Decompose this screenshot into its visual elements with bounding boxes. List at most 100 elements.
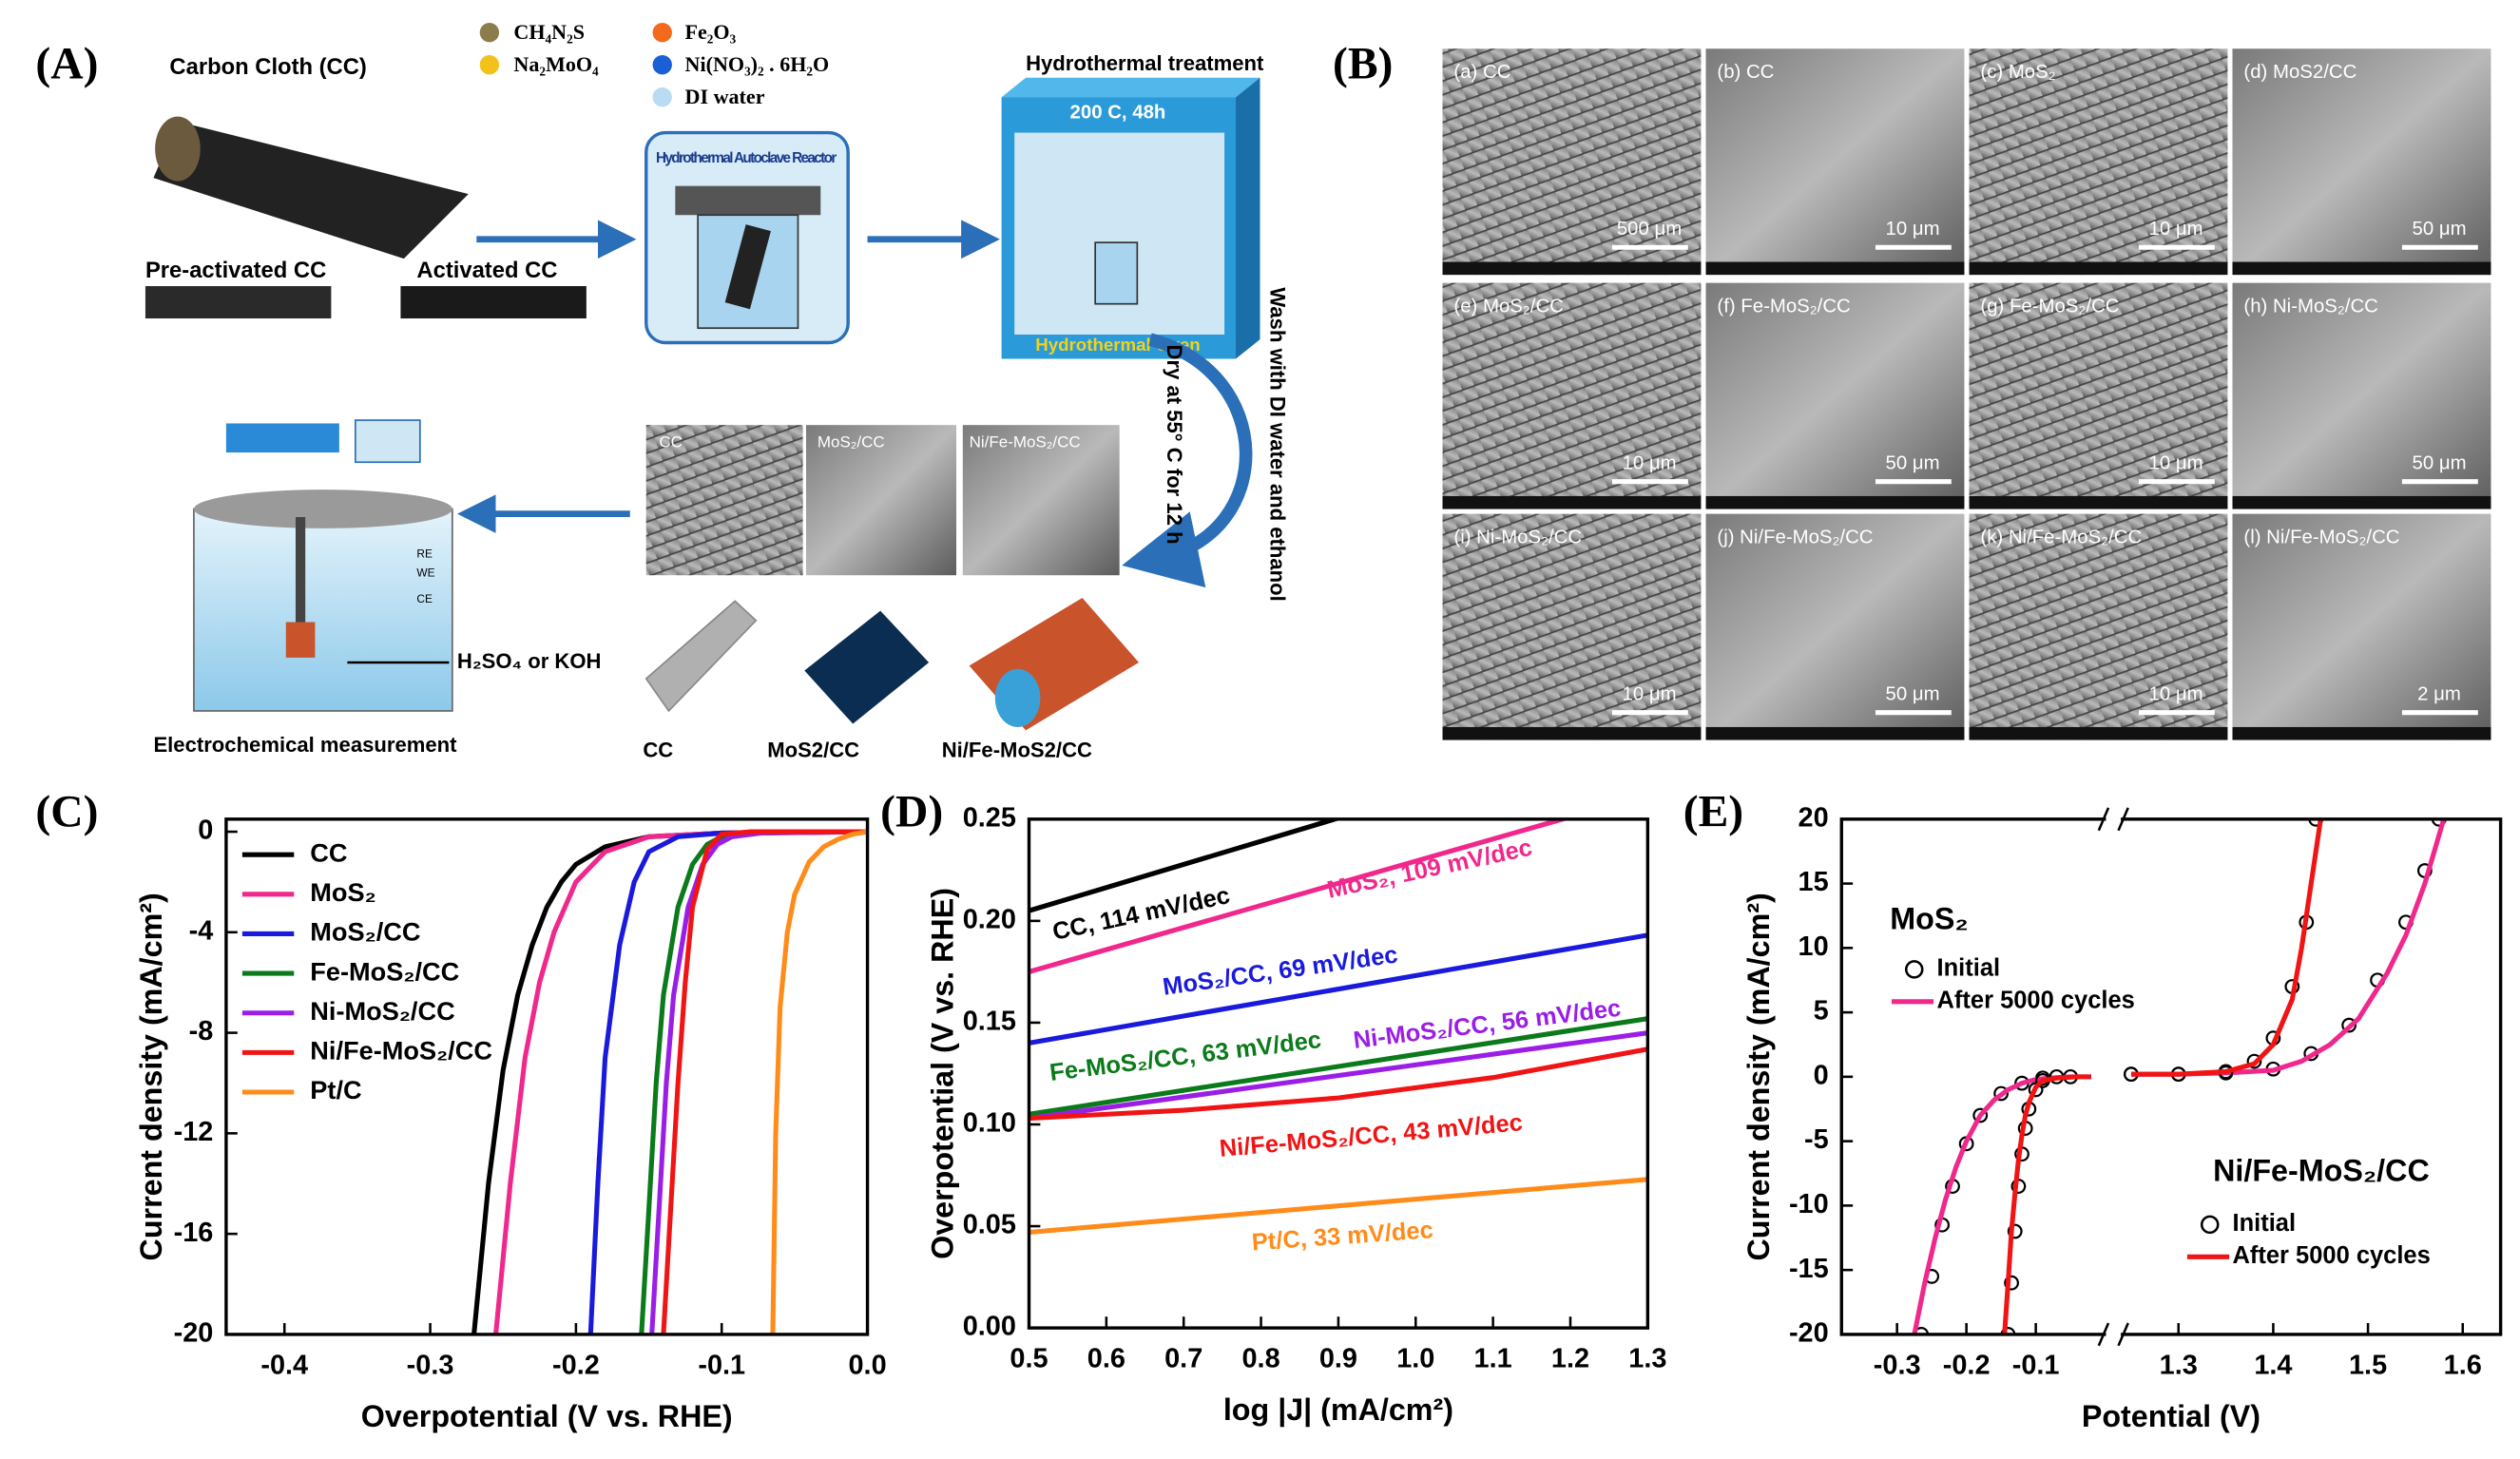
- sem-label: (g) Fe-MoS₂/CC: [1980, 297, 2119, 317]
- panel-label: (E): [1683, 787, 1743, 836]
- dot: [479, 23, 500, 43]
- sem-label: CC: [659, 432, 683, 451]
- sem-label: (j) Ni/Fe-MoS₂/CC: [1717, 528, 1873, 548]
- label: Carbon Cloth (CC): [169, 54, 366, 80]
- sem-label: Ni/Fe-MoS₂/CC: [970, 432, 1081, 451]
- sem-footer: [1442, 495, 1702, 509]
- legend-label: CC: [310, 837, 347, 867]
- point: [2431, 818, 2447, 827]
- y-tick-label: 15: [1799, 867, 1829, 897]
- x-tick-label: 0.8: [1241, 1344, 1279, 1374]
- y-axis-label: Overpotential (V vs. RHE): [926, 888, 960, 1259]
- y-tick-label: 0.10: [963, 1108, 1016, 1139]
- x-tick-label: 0.0: [848, 1351, 886, 1381]
- line: [770, 829, 868, 1334]
- oven-condition: 200 C, 48h: [1070, 103, 1166, 124]
- line: [649, 829, 868, 1334]
- label: Hydrothermal treatment: [1026, 51, 1264, 75]
- y-tick-label: 20: [1799, 802, 1829, 833]
- scale-label: 50 μm: [1886, 452, 1940, 473]
- x-tick-label: 1.3: [2160, 1351, 2198, 1381]
- x-tick-label: -0.1: [2012, 1351, 2060, 1381]
- legend-label: MoS₂/CC: [310, 917, 420, 947]
- roll: [155, 116, 201, 182]
- line: [492, 829, 868, 1334]
- cloth: [153, 121, 469, 259]
- legend-label: Pt/C: [310, 1075, 361, 1104]
- line-annotation: MoS₂, 109 mV/dec: [1325, 835, 1535, 904]
- electrode-label: CE: [416, 592, 433, 605]
- beaker-lid: [193, 490, 452, 528]
- y-tick-label: 0.00: [963, 1312, 1016, 1342]
- x-tick-label: -0.3: [407, 1351, 454, 1381]
- line: [2002, 818, 2323, 1334]
- label: Activated CC: [416, 258, 557, 283]
- scale-label: 500 μm: [1617, 219, 1682, 240]
- electrode-label: WE: [416, 566, 434, 580]
- sem-footer: [2232, 726, 2491, 740]
- dot: [652, 23, 672, 43]
- break-mark: [2097, 1322, 2110, 1347]
- vessel: [1094, 241, 1139, 305]
- legend-label: After 5000 cycles: [1937, 988, 2135, 1014]
- sem-image: [2232, 513, 2491, 740]
- sem-label: (k) Ni/Fe-MoS₂/CC: [1980, 528, 2142, 548]
- y-tick-label: -15: [1789, 1254, 1829, 1284]
- label: Electrochemical measurement: [153, 733, 457, 757]
- label: Pre-activated CC: [145, 258, 326, 283]
- electrode: [295, 517, 306, 630]
- x-tick-label: -0.2: [1943, 1351, 1991, 1381]
- line: [1029, 818, 1344, 913]
- x-tick-label: 0.9: [1319, 1344, 1357, 1374]
- sem-label: (f) Fe-MoS₂/CC: [1717, 297, 1850, 317]
- scale-label: 50 μm: [1886, 683, 1940, 704]
- scale-label: 50 μm: [2413, 452, 2467, 473]
- sem-label: (l) Ni/Fe-MoS₂/CC: [2243, 528, 2399, 548]
- frame: [1027, 817, 1650, 1330]
- reagent: Na₂MoO₄: [513, 52, 599, 76]
- y-tick-label: -20: [174, 1318, 214, 1349]
- chart: (D) 0.5 0.6 0.7 0.8 0.9 1.0 1.1 1.2 1.3 0.00 0.05 0.…: [880, 787, 1666, 1427]
- y-tick-label: -4: [189, 915, 214, 946]
- sem-footer: [1705, 726, 1965, 740]
- axis-break: [2106, 814, 2122, 824]
- point: [1993, 1085, 2010, 1102]
- sem-image: [645, 425, 803, 576]
- line-annotation: Pt/C, 33 mV/dec: [1251, 1217, 1434, 1256]
- sem-image: [1969, 282, 2228, 509]
- oven-side: [1236, 77, 1260, 359]
- x-tick-label: 1.3: [1628, 1344, 1666, 1374]
- reagent: Fe₂O₃: [685, 20, 737, 44]
- sem-footer: [1705, 261, 1965, 276]
- label: Ni/Fe-MoS2/CC: [942, 738, 1092, 761]
- point: [2007, 1223, 2023, 1239]
- sem-image: [1442, 282, 1702, 509]
- electrode: [285, 622, 316, 658]
- point: [2341, 1017, 2357, 1033]
- sem-footer: [1705, 495, 1965, 509]
- x-tick-label: 0.7: [1164, 1344, 1202, 1374]
- annotation: Ni/Fe-MoS₂/CC: [2213, 1154, 2430, 1188]
- sem-footer: [1442, 261, 1702, 276]
- dot: [652, 87, 672, 107]
- x-tick-label: 1.2: [1551, 1344, 1589, 1374]
- sem-label: (c) MoS₂: [1980, 62, 2055, 83]
- x-tick-label: 1.1: [1474, 1344, 1512, 1374]
- label: CC: [643, 738, 673, 761]
- reagent: DI water: [685, 85, 765, 108]
- y-axis-label: Current density (mA/cm²): [1741, 893, 1776, 1260]
- reagent: CH₄N₂S: [513, 20, 585, 44]
- break-mark: [2117, 1322, 2129, 1347]
- frame: [1839, 817, 2503, 1336]
- break-mark: [2117, 807, 2129, 832]
- chart: (E) -0.3 -0.2 -0.1 1.3 1.4 1.5 1.6 -20 -15 -10 -5 0 5…: [1683, 787, 2503, 1433]
- point: [1972, 1107, 1989, 1123]
- point: [2308, 818, 2324, 827]
- electrode-label: RE: [416, 547, 433, 560]
- scale-label: 10 μm: [2149, 452, 2203, 473]
- line-annotation: MoS₂/CC, 69 mV/dec: [1161, 941, 1399, 1000]
- y-tick-label: 10: [1799, 931, 1829, 962]
- sem-image: [805, 425, 957, 576]
- sample: [724, 224, 771, 310]
